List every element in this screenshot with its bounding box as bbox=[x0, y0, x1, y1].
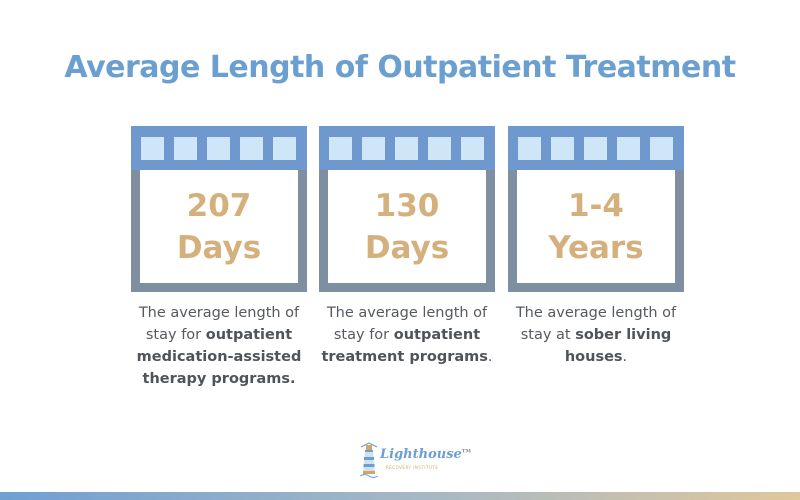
duration-value: 1-4 bbox=[567, 187, 624, 224]
description-text: The average length of stay for bbox=[326, 305, 488, 343]
calendar-square bbox=[551, 137, 574, 160]
calendar-square bbox=[617, 137, 640, 160]
calendar-body: 1-4 Years bbox=[517, 170, 675, 283]
calendar-square bbox=[174, 137, 197, 160]
card-description-2: The average length of stay for outpatien… bbox=[314, 302, 500, 368]
duration-value: 207 bbox=[186, 187, 252, 224]
calendar-square bbox=[518, 137, 541, 160]
description-emphasis: outpatient treatment programs bbox=[321, 327, 488, 365]
calendar-card-3: 1-4 Years bbox=[508, 126, 684, 292]
calendar-body: 207 Days bbox=[140, 170, 298, 283]
duration-unit: Years bbox=[548, 229, 644, 266]
calendar-header bbox=[508, 126, 684, 170]
calendar-header bbox=[131, 126, 307, 170]
description-text-end: . bbox=[487, 349, 493, 365]
duration-unit: Days bbox=[176, 229, 262, 266]
lighthouse-icon bbox=[359, 442, 379, 478]
trademark-mark: TM bbox=[461, 448, 472, 455]
calendar-body: 130 Days bbox=[328, 170, 486, 283]
duration-value: 130 bbox=[374, 187, 440, 224]
logo-tagline: RECOVERY INSTITUTE bbox=[386, 465, 439, 470]
calendar-square bbox=[650, 137, 673, 160]
description-emphasis: sober living houses bbox=[564, 327, 672, 365]
page-title: Average Length of Outpatient Treatment bbox=[64, 50, 736, 85]
calendar-square bbox=[428, 137, 451, 160]
calendar-square bbox=[329, 137, 352, 160]
calendar-square bbox=[207, 137, 230, 160]
description-text: The average length of stay for bbox=[138, 305, 300, 343]
card-description-3: The average length of stay at sober livi… bbox=[503, 302, 689, 368]
bottom-gradient-bar bbox=[0, 492, 800, 500]
calendar-square bbox=[461, 137, 484, 160]
calendar-square bbox=[240, 137, 263, 160]
calendar-card-1: 207 Days bbox=[131, 126, 307, 292]
logo-wordmark: LighthouseTM bbox=[380, 447, 471, 462]
calendar-card-2: 130 Days bbox=[319, 126, 495, 292]
lighthouse-logo: LighthouseTM RECOVERY INSTITUTE bbox=[359, 440, 471, 478]
calendar-square bbox=[273, 137, 296, 160]
card-description-1: The average length of stay for outpatien… bbox=[126, 302, 312, 390]
description-emphasis: outpatient medication-assisted therapy p… bbox=[136, 327, 302, 387]
calendar-header bbox=[319, 126, 495, 170]
logo-name: Lighthouse bbox=[380, 447, 462, 462]
duration-unit: Days bbox=[364, 229, 450, 266]
calendar-square bbox=[362, 137, 385, 160]
calendar-square bbox=[395, 137, 418, 160]
description-text-end: . bbox=[622, 349, 628, 365]
calendar-square bbox=[584, 137, 607, 160]
calendar-square bbox=[141, 137, 164, 160]
description-text: The average length of stay at bbox=[515, 305, 677, 343]
